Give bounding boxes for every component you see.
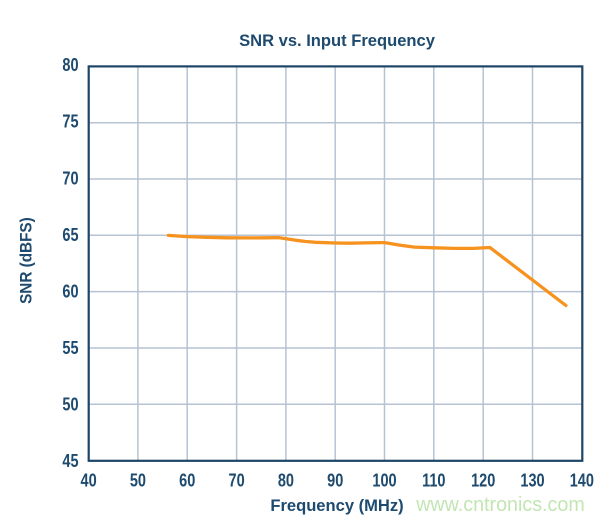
- svg-text:60: 60: [62, 281, 78, 302]
- svg-text:80: 80: [62, 54, 78, 75]
- svg-text:100: 100: [372, 470, 396, 491]
- svg-text:70: 70: [229, 470, 245, 491]
- svg-text:45: 45: [62, 450, 78, 471]
- svg-text:80: 80: [278, 470, 294, 491]
- svg-text:SNR vs. Input Frequency: SNR vs. Input Frequency: [239, 31, 435, 50]
- svg-text:110: 110: [422, 470, 445, 491]
- svg-text:www.cntronics.com: www.cntronics.com: [415, 494, 585, 516]
- svg-text:55: 55: [62, 337, 78, 358]
- svg-text:140: 140: [570, 470, 594, 491]
- svg-text:70: 70: [62, 168, 78, 189]
- svg-text:90: 90: [327, 470, 343, 491]
- svg-text:130: 130: [520, 470, 544, 491]
- svg-text:65: 65: [62, 224, 78, 245]
- svg-text:Frequency (MHz): Frequency (MHz): [270, 496, 403, 515]
- svg-text:75: 75: [62, 111, 78, 132]
- svg-text:50: 50: [130, 470, 146, 491]
- svg-text:40: 40: [81, 470, 97, 491]
- svg-text:SNR (dBFS): SNR (dBFS): [17, 217, 36, 304]
- svg-text:50: 50: [62, 394, 78, 415]
- svg-text:120: 120: [471, 470, 495, 491]
- svg-text:60: 60: [179, 470, 195, 491]
